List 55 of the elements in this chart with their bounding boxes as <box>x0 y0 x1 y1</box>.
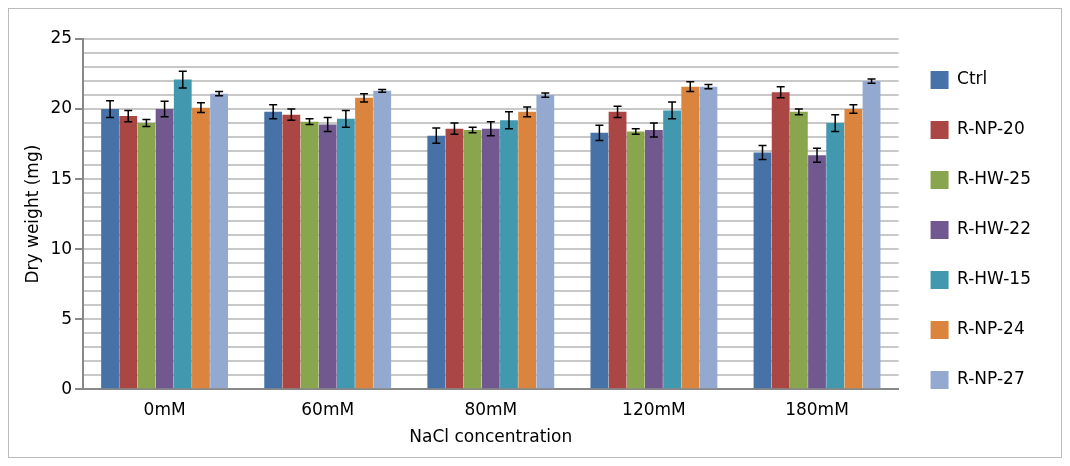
bar <box>137 123 156 389</box>
y-tick-label: 5 <box>61 307 73 328</box>
bar <box>119 116 138 389</box>
bar <box>681 86 700 389</box>
x-tick-label: 120mM <box>622 398 686 419</box>
bar <box>264 111 283 389</box>
bar <box>590 132 609 389</box>
legend-label: R-HW-15 <box>957 268 1032 289</box>
bar <box>536 95 555 389</box>
bar <box>645 130 663 389</box>
bar <box>210 93 229 389</box>
x-tick-label: 80mM <box>464 398 518 419</box>
bar <box>789 111 808 389</box>
bar <box>445 128 464 389</box>
bar <box>192 107 210 389</box>
legend-label: R-NP-20 <box>957 118 1025 139</box>
bar <box>808 155 826 389</box>
bar <box>373 90 392 389</box>
bar <box>463 130 482 389</box>
legend-label: R-HW-25 <box>957 168 1032 189</box>
bar <box>608 111 627 389</box>
bar <box>862 81 881 389</box>
y-tick-label: 10 <box>50 237 73 258</box>
bar <box>355 97 373 389</box>
bar <box>626 131 645 389</box>
bar <box>844 109 863 389</box>
legend-label: Ctrl <box>957 68 988 89</box>
bar <box>318 124 337 389</box>
x-tick-label: 0mM <box>143 398 186 419</box>
x-axis-title: NaCl concentration <box>409 426 573 447</box>
bar <box>500 120 518 389</box>
bar <box>427 135 446 389</box>
y-tick-label: 25 <box>50 27 73 48</box>
bar <box>282 114 301 389</box>
legend-label: R-HW-22 <box>957 218 1032 239</box>
legend-label: R-NP-24 <box>957 318 1025 339</box>
bar <box>101 109 119 389</box>
bar <box>155 109 174 389</box>
y-tick-label: 0 <box>61 377 73 398</box>
y-tick-label: 15 <box>50 167 73 188</box>
bar <box>518 111 537 389</box>
bar <box>699 86 718 389</box>
x-tick-label: 180mM <box>785 398 849 419</box>
y-axis-title: Dry weight (mg) <box>21 144 42 284</box>
bar <box>771 92 790 389</box>
y-tick-label: 20 <box>50 97 73 118</box>
legend-label: R-NP-27 <box>957 368 1025 389</box>
bar <box>826 123 845 389</box>
bar <box>336 118 355 389</box>
bar <box>481 128 500 389</box>
x-tick-label: 60mM <box>301 398 355 419</box>
bar <box>753 152 772 389</box>
bar <box>173 79 192 389</box>
bar <box>300 121 319 389</box>
bar <box>663 110 681 389</box>
